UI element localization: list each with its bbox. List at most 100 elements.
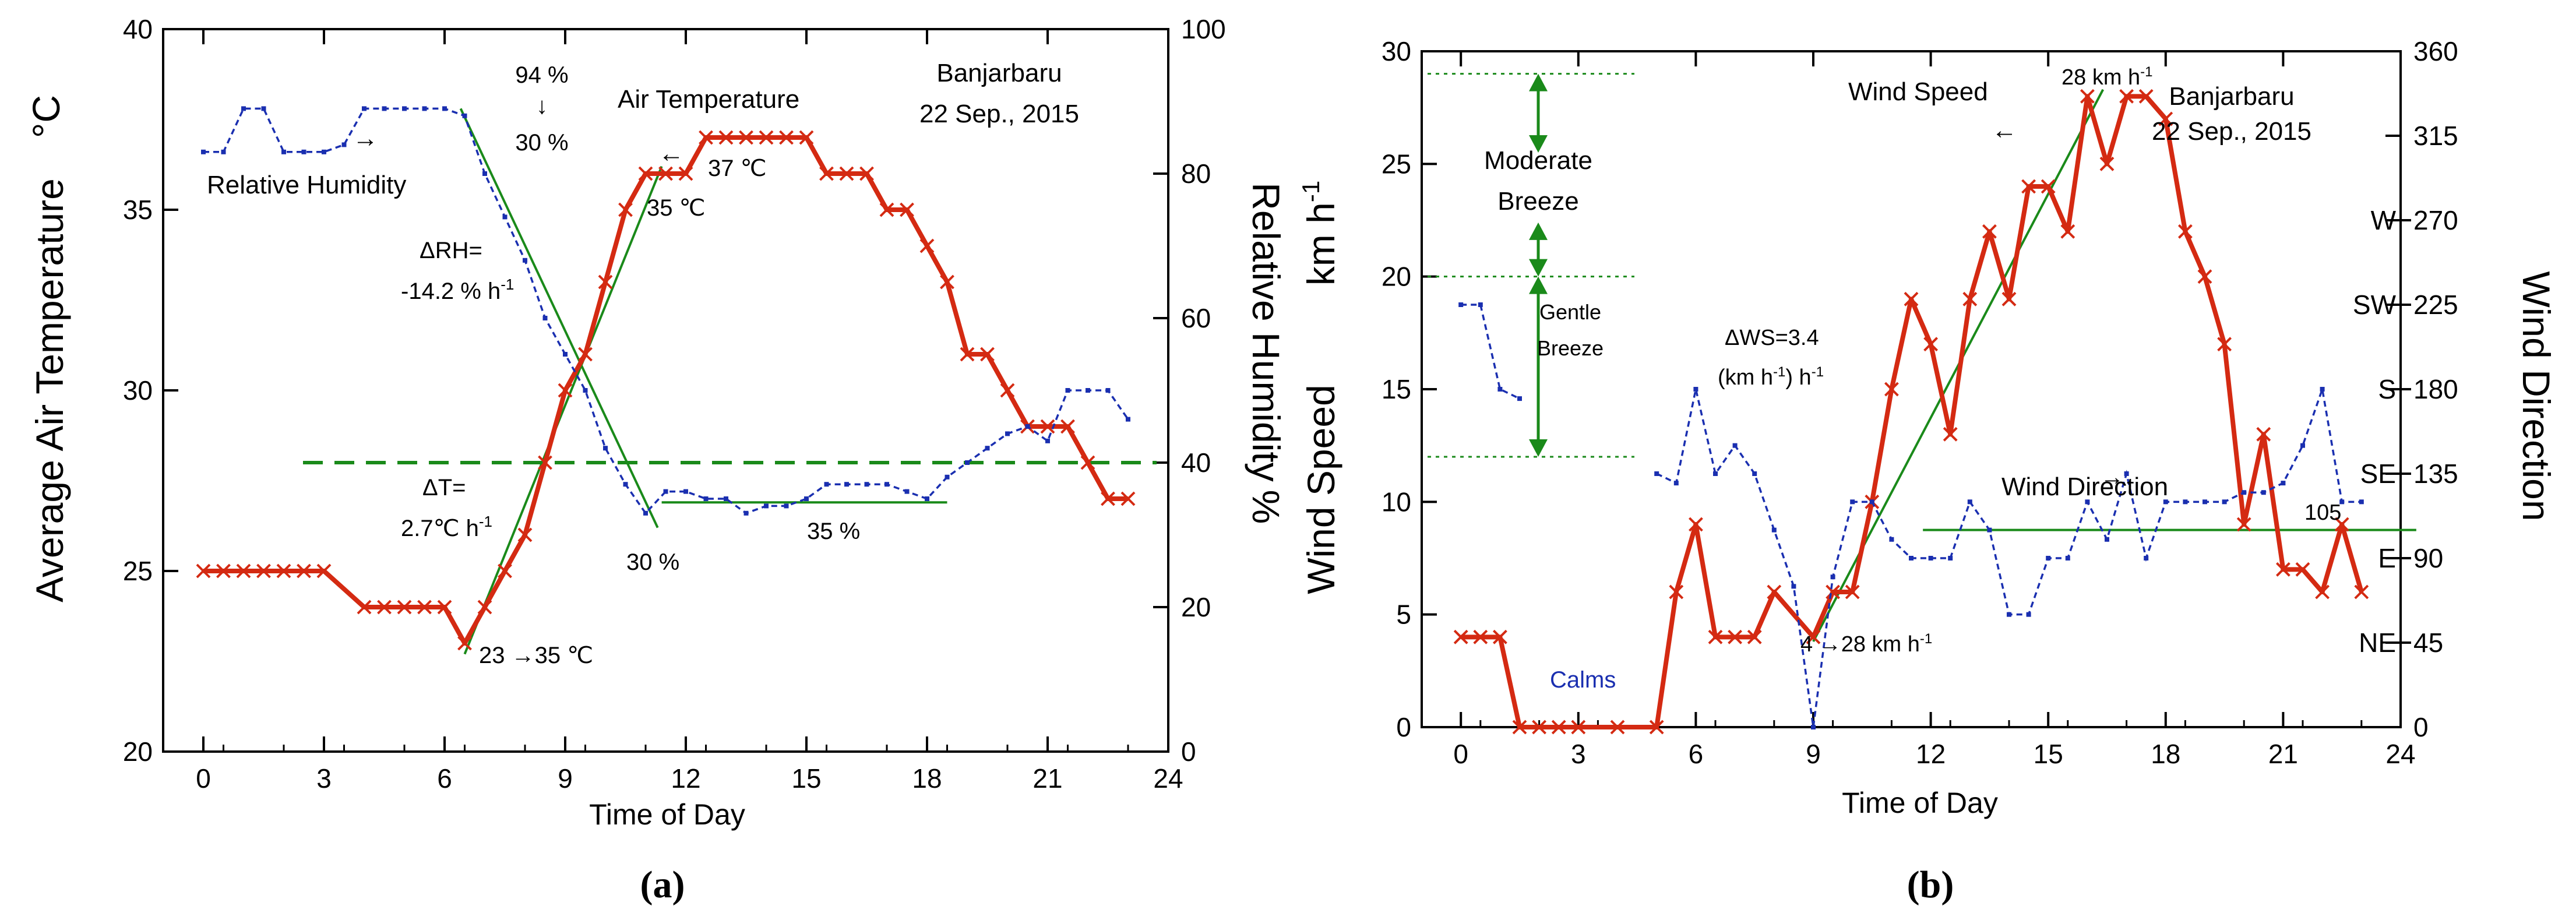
panel-b-yright-tick-label: 270 (2413, 205, 2458, 235)
panel-a-humidity-point (844, 482, 849, 487)
panel-a-humidity-point (1105, 388, 1111, 393)
panel-a-x-tick-label: 9 (558, 763, 573, 794)
panel-b-wind-direction-point (2144, 556, 2149, 561)
panel-b-x-tick-label: 12 (1916, 739, 1946, 769)
panel-a-humidity-point (261, 106, 266, 111)
panel-a-humidity-point (925, 496, 929, 501)
panel-a-x-tick-label: 0 (196, 763, 211, 794)
annot-wind-direction: Wind Direction (2001, 473, 2168, 501)
panel-b-wind-direction-point (2242, 490, 2247, 495)
panel-b-wind-direction-point (1987, 527, 1992, 533)
panel-b-x-tick-label: 0 (1453, 739, 1468, 769)
annot-delta-t-label: ΔT= (422, 475, 466, 500)
annot-delta-ws-b: (km h-1) h-1 (1718, 364, 1824, 390)
panel-b-direction-label: SE (2360, 459, 2396, 489)
panel-a-rh-trend (459, 108, 659, 528)
panel-b-wind-direction-point (2339, 499, 2345, 505)
panel-b-wind-direction-point (2046, 556, 2051, 561)
panel-a-temperature-point (1080, 455, 1095, 470)
panel-a-humidity-point (1126, 417, 1130, 422)
annot-rh-down-arrow: ↓ (536, 93, 548, 119)
panel-b-wind-speed-point (1767, 584, 1782, 600)
annot-rh-arrow: → (353, 124, 378, 153)
panel-a-humidity-point (643, 510, 648, 516)
band-moderate-arrow-bottom (1529, 222, 1548, 277)
panel-b-wind-speed-point (1669, 584, 1684, 600)
panel-a-temperature-point (618, 202, 633, 217)
panel-a-humidity-point (563, 352, 568, 357)
panel-b-wind-direction-point (1752, 471, 1757, 476)
panel-a-temperature-point (256, 563, 271, 579)
panel-a-y-right-label: Relative Humidity (1245, 182, 1288, 482)
panel-b-wind-speed-point (1473, 629, 1488, 644)
panel-b-wind-speed-point (1551, 720, 1566, 735)
panel-b-wind-direction-point (2359, 499, 2364, 505)
panel-b-x-tick-label: 6 (1689, 739, 1704, 769)
panel-a-humidity-point (683, 489, 688, 494)
panel-a-date: 22 Sep., 2015 (919, 100, 1079, 128)
band-gentle-line2: Breeze (1537, 336, 1604, 360)
panel-a-humidity-point (663, 489, 668, 494)
panel-a-temperature-point (357, 600, 372, 615)
panel-b-x-tick-label: 18 (2151, 739, 2180, 769)
annot-rh-30-top: 30 % (515, 130, 568, 156)
annot-calms: Calms (1550, 667, 1616, 693)
panel-a-humidity-point (1086, 388, 1090, 393)
panel-a-temperature-point (397, 600, 412, 615)
panel-a-humidity-point (623, 482, 628, 487)
panel-a-yleft-tick-label: 35 (123, 195, 153, 225)
panel-b-wind-direction-point (2105, 537, 2109, 542)
annot-delta-rh-value: -14.2 % h-1 (401, 276, 514, 304)
panel-b-yleft-tick-label: 5 (1396, 600, 1411, 630)
panel-b-wind-speed-point (2275, 562, 2290, 577)
panel-a-humidity-point (241, 106, 246, 111)
panel-a-humidity-point (281, 149, 286, 154)
panel-b-wind-speed-point (2021, 179, 2036, 194)
panel-a-temperature-point (538, 455, 552, 470)
panel-a-temperature-point (477, 600, 492, 615)
panel-b-direction-label: E (2378, 543, 2396, 573)
panel-b-series-line-wind-direction (1656, 385, 2362, 728)
panel-a-yright-tick-label: 20 (1181, 592, 1211, 622)
panel-b-wind-speed-point (1610, 720, 1625, 735)
panel-a-humidity-point (583, 388, 588, 393)
panel-b-wind-speed-point (2060, 224, 2075, 239)
panel-b-yleft-tick-label: 10 (1382, 487, 1411, 517)
panel-a-temperature-point (859, 166, 874, 181)
panel-b-wind-direction-point (2183, 499, 2188, 505)
panel-a-temperature-point (759, 130, 774, 145)
panel-b-wind-speed-point (1826, 584, 1841, 600)
panel-a-temperature-point (1060, 419, 1075, 434)
panel-b-x-label: Time of Day (1842, 787, 1998, 819)
panel-b-wind-speed-point (2099, 156, 2115, 171)
panel-a-humidity-point (482, 171, 487, 176)
panel-a-chart: 0 3 6 9 12 15 18 21 24 20 25 30 35 40 0 20 40 60 80 100 Ave… (24, 14, 1288, 906)
panel-a-yright-tick-label: 60 (1181, 303, 1211, 333)
panel-a-yleft-tick-label: 25 (123, 556, 153, 586)
panel-a-temperature-point (819, 166, 834, 181)
annot-delta-t-value: 2.7℃ h-1 (401, 513, 492, 541)
panel-b-wind-speed-point (1688, 517, 1703, 532)
panel-b-yright-tick-label: 180 (2413, 374, 2458, 404)
panel-a-temperature-point (919, 238, 935, 253)
panel-a-humidity-point (362, 106, 367, 111)
panel-b-wind-speed-point (2334, 517, 2349, 532)
panel-a-temperature-point (1101, 491, 1115, 506)
annot-wind-speed: Wind Speed (1848, 77, 1988, 106)
panel-b-yright-tick-label: 225 (2413, 290, 2458, 320)
panel-a-yleft-tick-label: 40 (123, 14, 153, 44)
annot-rh-30-bottom: 30 % (626, 549, 679, 575)
band-moderate-line1: Moderate (1484, 146, 1592, 175)
annot-delta-ws-a: ΔWS=3.4 (1725, 326, 1819, 350)
panel-b-wind-direction-point (2065, 556, 2070, 561)
panel-a-temperature-point (437, 600, 452, 615)
annot-t-range: 23 →35 ℃ (479, 643, 593, 668)
panel-b-wind-speed-point (2138, 89, 2154, 104)
panel-a-humidity-point (1045, 438, 1050, 443)
panel-b-wind-speed-point (2158, 111, 2173, 126)
panel-b-wind-speed-point (2354, 584, 2369, 600)
panel-a-temperature-point (699, 130, 713, 145)
panel-a-y-right-unit: % (1245, 490, 1288, 524)
panel-a-temperature-point (678, 166, 693, 181)
panel-a-yright-tick-label: 80 (1181, 158, 1211, 189)
